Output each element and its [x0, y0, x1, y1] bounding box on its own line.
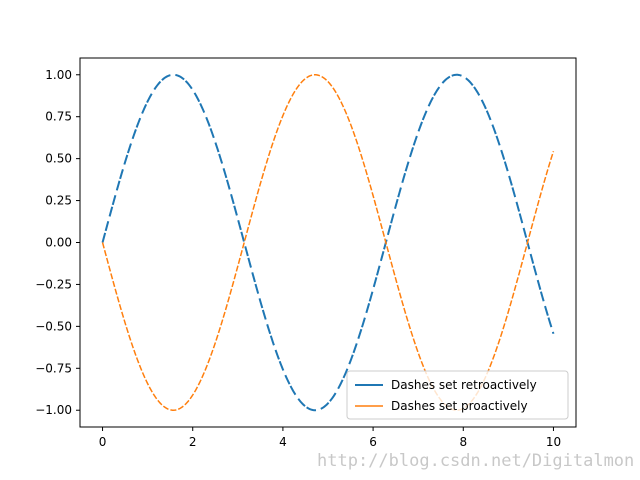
x-tick-label: 8 [459, 435, 467, 449]
x-tick-label: 10 [546, 435, 561, 449]
y-tick-label: −0.25 [35, 277, 72, 291]
legend-box [346, 370, 569, 420]
watermark-text: http://blog.csdn.net/Digitalmon [317, 451, 634, 471]
y-tick-label: 0.50 [45, 152, 72, 166]
x-tick-label: 0 [99, 435, 107, 449]
y-tick-label: −0.50 [35, 319, 72, 333]
y-tick-label: 0.75 [45, 110, 72, 124]
legend: Dashes set retroactively Dashes set proac… [346, 370, 569, 420]
y-tick-label: −0.75 [35, 361, 72, 375]
y-tick-label: −1.00 [35, 403, 72, 417]
x-tick-label: 4 [279, 435, 287, 449]
y-tick-label: 1.00 [45, 68, 72, 82]
legend-label: Dashes set retroactively [391, 378, 537, 392]
axes: 0 2 4 6 8 10 −1.00 −0.75 −0.50 −0.25 0.00 0.25 0.50 0… [35, 57, 577, 449]
series-line-1 [101, 73, 555, 412]
x-tick-label: 2 [189, 435, 197, 449]
y-tick-label: 0.00 [45, 236, 72, 250]
y-tick-label: 0.25 [45, 194, 72, 208]
legend-label: Dashes set proactively [391, 399, 528, 413]
x-tick-label: 6 [369, 435, 377, 449]
